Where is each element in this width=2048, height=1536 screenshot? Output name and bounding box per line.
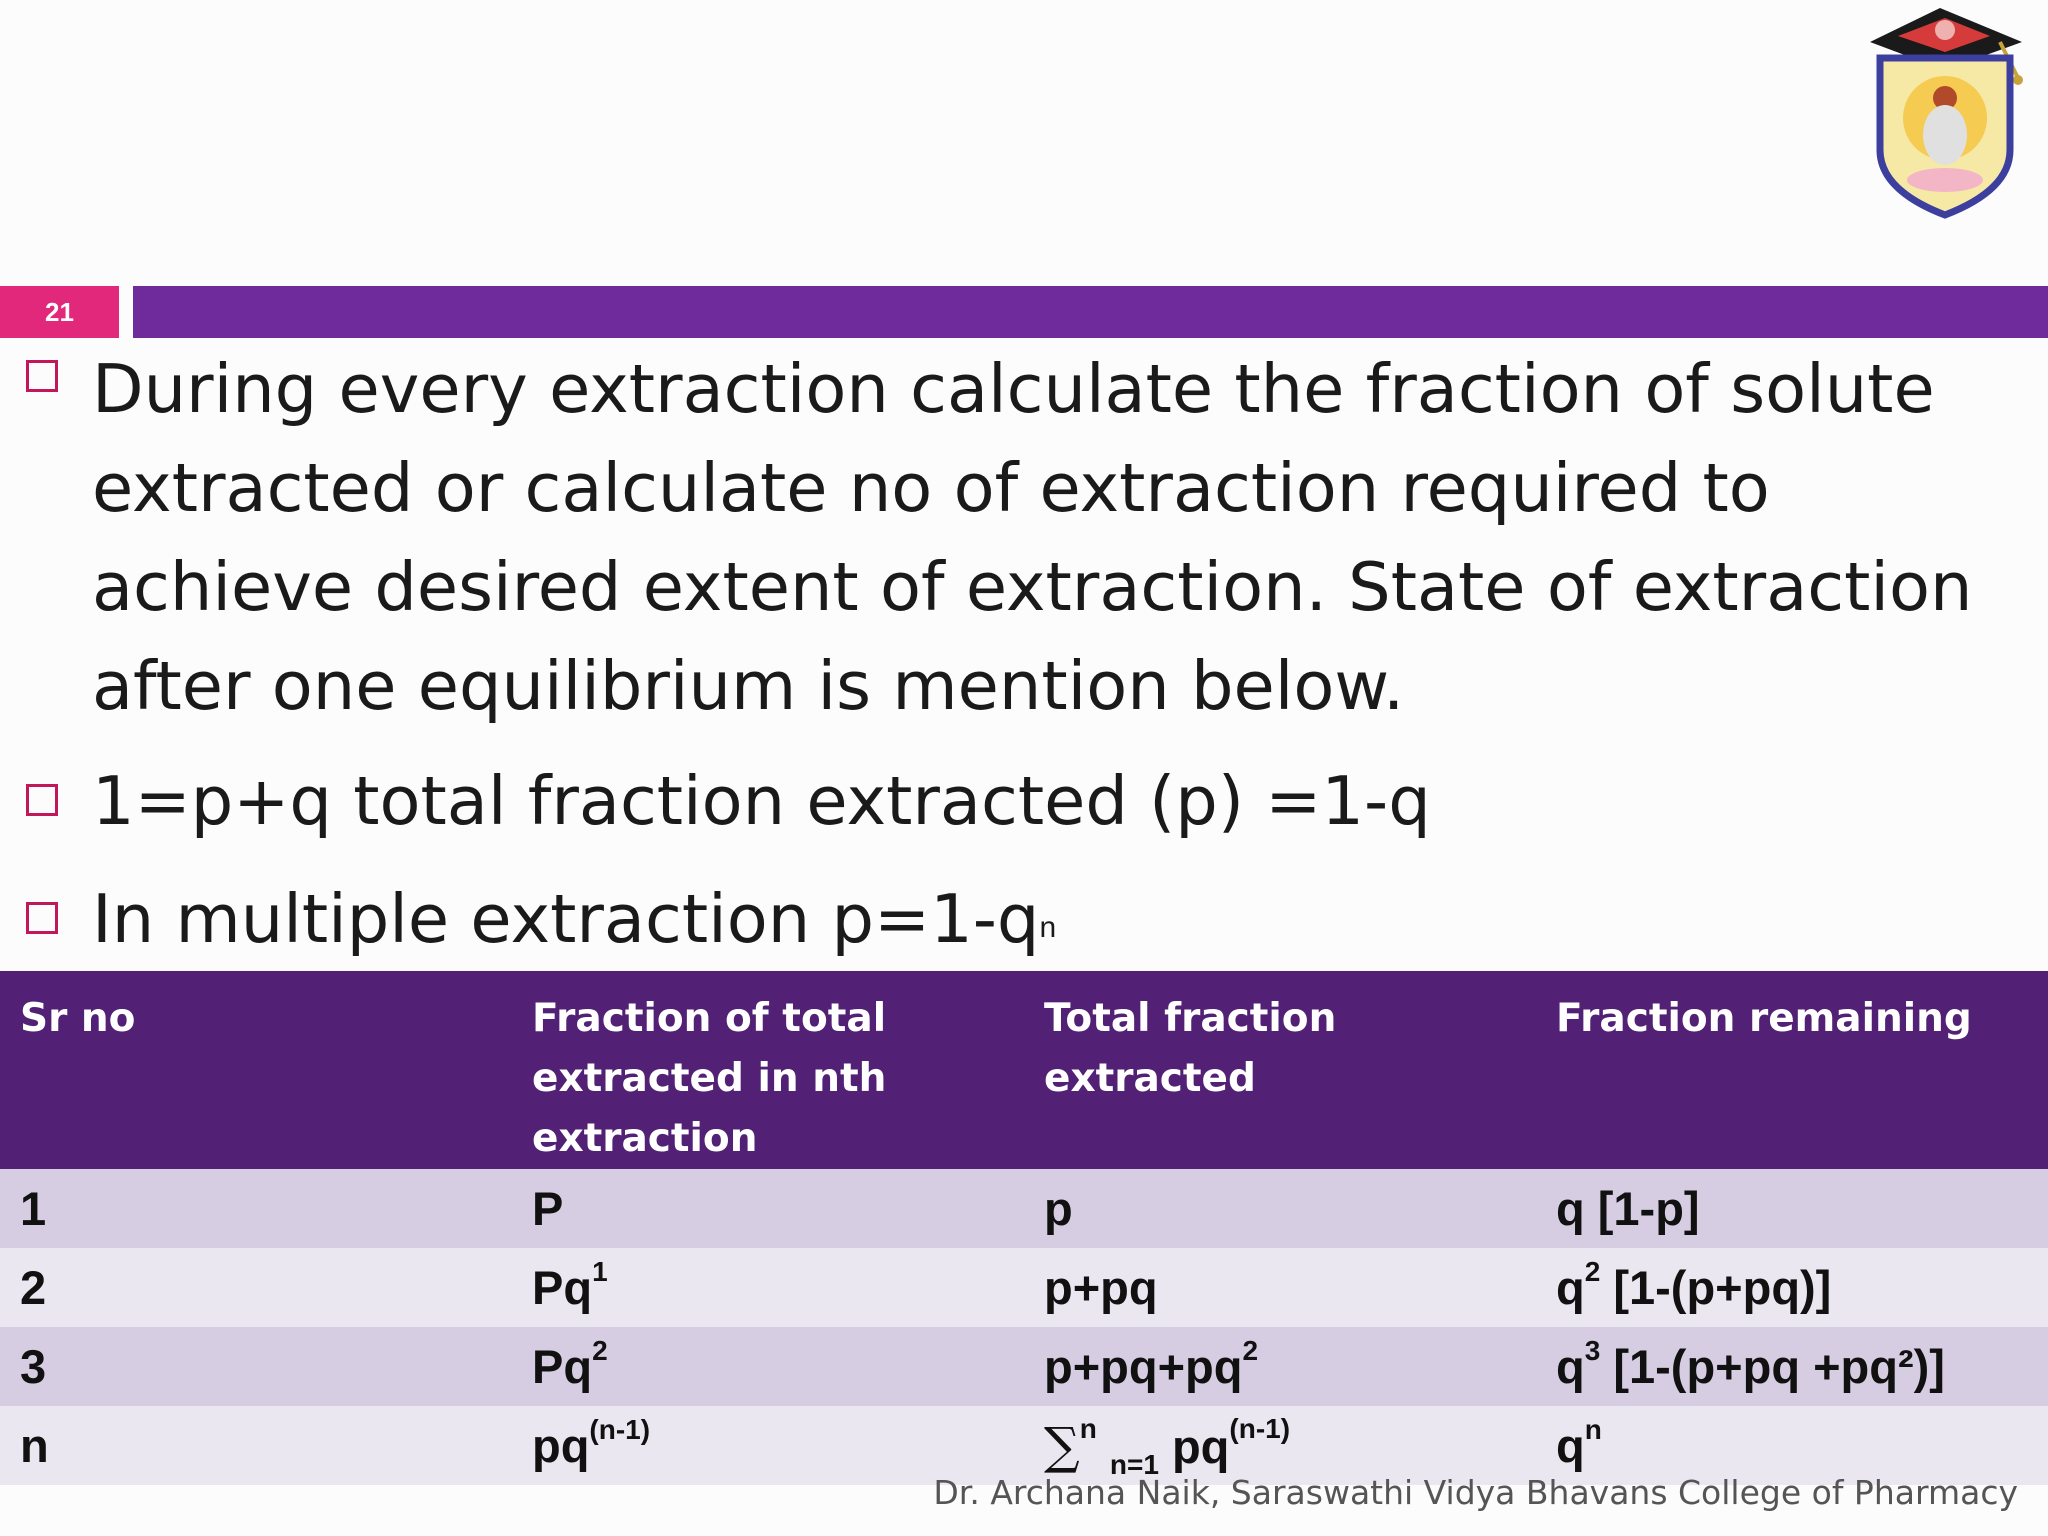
cell-total: p+pq+pq2 (1024, 1327, 1536, 1406)
footer-credit: Dr. Archana Naik, Saraswathi Vidya Bhava… (933, 1473, 2018, 1512)
bullet-text: 1=p+q total fraction extracted (p) =1-q (92, 762, 1431, 840)
title-bar (133, 286, 2048, 338)
cell-fraction: pq(n-1) (512, 1406, 1024, 1485)
extraction-table: Sr no Fraction of total extracted in nth… (0, 971, 2048, 1485)
column-header-fraction: Fraction of total extracted in nth extra… (512, 971, 1024, 1169)
cell-sr: 2 (0, 1248, 512, 1327)
cell-total: p+pq (1024, 1248, 1536, 1327)
column-header-remaining: Fraction remaining (1536, 971, 2048, 1169)
cell-total: ∑n n=1 pq(n-1) (1024, 1406, 1536, 1485)
checkbox-bullet-icon (26, 360, 58, 392)
college-logo (1870, 8, 2023, 219)
column-header-sr-no: Sr no (0, 971, 512, 1169)
table-row: n pq(n-1) ∑n n=1 pq(n-1) qn (0, 1406, 2048, 1485)
bullet-exponent: n (1039, 911, 1057, 944)
cell-remaining: qn (1536, 1406, 2048, 1485)
cell-fraction: Pq2 (512, 1327, 1024, 1406)
table-header-row: Sr no Fraction of total extracted in nth… (0, 971, 2048, 1169)
cell-remaining: q2 [1-(p+pq)] (1536, 1248, 2048, 1327)
cell-sr: 1 (0, 1169, 512, 1248)
table-row: 3 Pq2 p+pq+pq2 q3 [1-(p+pq +pq²)] (0, 1327, 2048, 1406)
table-row: 1 P p q [1-p] (0, 1169, 2048, 1248)
checkbox-bullet-icon (26, 902, 58, 934)
cell-remaining: q3 [1-(p+pq +pq²)] (1536, 1327, 2048, 1406)
cell-sr: n (0, 1406, 512, 1485)
cell-fraction: Pq1 (512, 1248, 1024, 1327)
table-row: 2 Pq1 p+pq q2 [1-(p+pq)] (0, 1248, 2048, 1327)
cell-total: p (1024, 1169, 1536, 1248)
bullet-text-main: In multiple extraction p=1-q (92, 880, 1040, 958)
sigma-symbol: ∑ (1044, 1416, 1080, 1475)
cell-fraction: P (512, 1169, 1024, 1248)
checkbox-bullet-icon (26, 784, 58, 816)
slide-number: 21 (0, 286, 119, 338)
cell-remaining: q [1-p] (1536, 1169, 2048, 1248)
cell-sr: 3 (0, 1327, 512, 1406)
column-header-total: Total fraction extracted (1024, 971, 1536, 1169)
bullet-text: In multiple extraction p=1-qn (92, 870, 2022, 969)
bullet-text: During every extraction calculate the fr… (92, 350, 1973, 725)
